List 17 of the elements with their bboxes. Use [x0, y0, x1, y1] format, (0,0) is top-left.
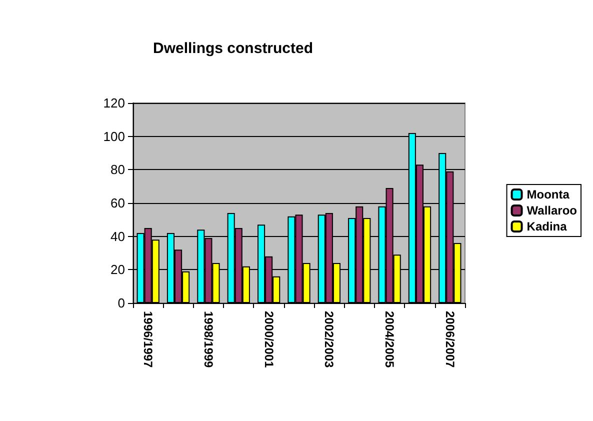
x-tick-label: 2002/2003 [322, 311, 336, 368]
legend-label: Kadina [526, 220, 568, 234]
y-tick-label: 40 [110, 228, 125, 244]
x-tick-label: 2004/2005 [382, 311, 397, 368]
legend-label: Moonta [526, 188, 570, 202]
y-tick-label: 100 [103, 128, 125, 144]
legend-label: Wallaroo [526, 204, 578, 218]
x-tick-label: 2000/2001 [262, 311, 276, 368]
y-tick-label: 120 [103, 96, 125, 110]
chart-title: Dwellings constructed [153, 40, 314, 57]
y-tick-label: 80 [110, 162, 125, 178]
x-tick-label: 1998/1999 [201, 311, 216, 368]
y-tick-label: 0 [118, 296, 125, 310]
y-tick-label: 20 [110, 262, 125, 278]
x-tick-label: 1996/1997 [141, 311, 156, 368]
x-tick-label: 2006/2007 [442, 311, 457, 368]
y-tick-label: 60 [110, 196, 125, 210]
